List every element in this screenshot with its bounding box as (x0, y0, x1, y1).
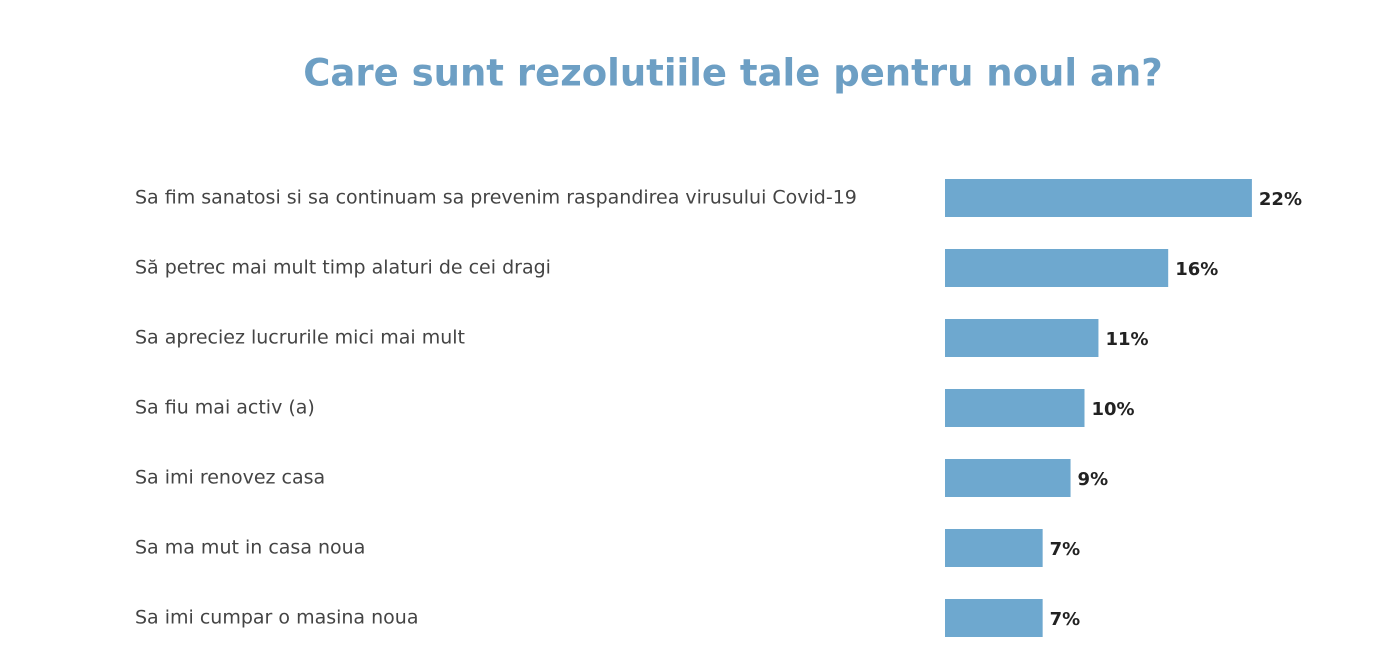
bar (945, 529, 1043, 567)
category-label: Sa fim sanatosi si sa continuam sa preve… (135, 187, 857, 209)
category-label: Să petrec mai mult timp alaturi de cei d… (135, 257, 551, 279)
category-label: Sa ma mut in casa noua (135, 537, 365, 559)
category-label: Sa imi renovez casa (135, 467, 325, 489)
value-label: 11% (1105, 329, 1148, 350)
category-label: Sa imi cumpar o masina noua (135, 607, 418, 629)
value-label: 7% (1050, 609, 1081, 630)
bar (945, 599, 1043, 637)
value-label: 9% (1078, 469, 1109, 490)
value-label: 7% (1050, 539, 1081, 560)
bar (945, 459, 1071, 497)
category-label: Sa apreciez lucrurile mici mai mult (135, 327, 465, 349)
chart-title: Care sunt rezolutiile tale pentru noul a… (303, 52, 1162, 95)
bar (945, 389, 1085, 427)
bar (945, 249, 1169, 287)
bar (945, 319, 1099, 357)
category-label: Sa fiu mai activ (a) (135, 397, 315, 419)
value-label: 10% (1092, 399, 1135, 420)
value-label: 22% (1259, 189, 1302, 210)
bar (945, 179, 1252, 217)
value-label: 16% (1175, 259, 1218, 280)
